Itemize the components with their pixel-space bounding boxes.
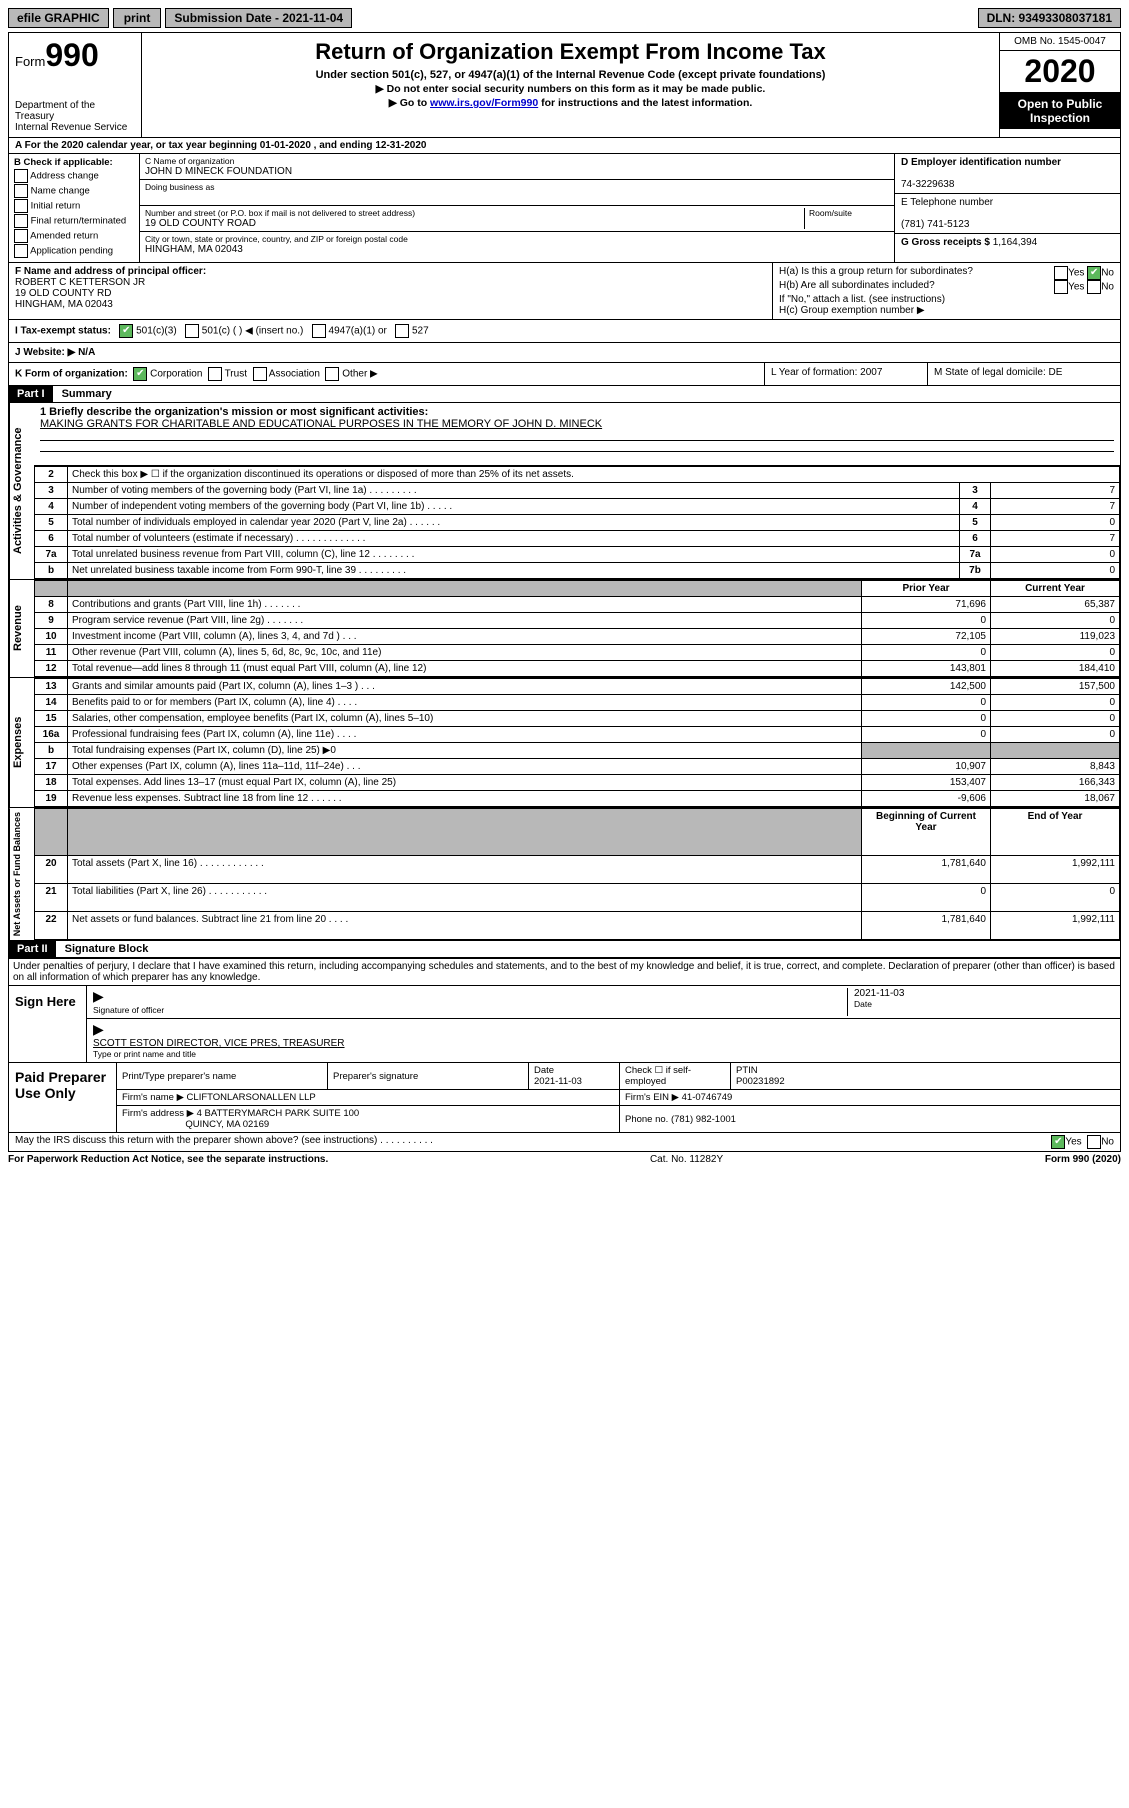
org-name: JOHN D MINECK FOUNDATION [145,166,889,177]
form-title: Return of Organization Exempt From Incom… [148,39,993,65]
firm-addr1: 4 BATTERYMARCH PARK SUITE 100 [197,1108,360,1119]
chk-amended[interactable]: Amended return [14,229,134,243]
city-label: City or town, state or province, country… [145,234,889,244]
governance-table: 2Check this box ▶ ☐ if the organization … [34,466,1120,579]
page-footer: For Paperwork Reduction Act Notice, see … [8,1152,1121,1167]
print-button[interactable]: print [113,8,162,28]
form-word: Form [15,54,45,69]
efile-label: efile GRAPHIC [8,8,109,28]
city-value: HINGHAM, MA 02043 [145,244,889,255]
paperwork-notice: For Paperwork Reduction Act Notice, see … [8,1154,328,1165]
ein-label: D Employer identification number [901,157,1061,168]
mission-label: 1 Briefly describe the organization's mi… [40,406,428,418]
part1-title: Summary [56,388,112,400]
chk-initial[interactable]: Initial return [14,199,134,213]
officer-street: 19 OLD COUNTY RD [15,288,112,299]
omb-number: OMB No. 1545-0047 [1000,33,1120,51]
sign-block: Sign Here ▶Signature of officer 2021-11-… [8,986,1121,1063]
room-label: Room/suite [809,208,889,218]
hc-label: H(c) Group exemption number ▶ [779,305,1114,316]
ssn-warning: ▶ Do not enter social security numbers o… [148,83,993,95]
row-i: I Tax-exempt status: ✔ 501(c)(3) 501(c) … [9,319,1120,342]
row-k: K Form of organization: ✔ Corporation Tr… [9,362,1120,385]
officer-city: HINGHAM, MA 02043 [15,299,113,310]
box-f: F Name and address of principal officer:… [9,263,773,319]
ein-value: 74-3229638 [901,179,954,190]
part1-tag: Part I [9,386,53,402]
part2-title: Signature Block [59,943,149,955]
firm-name: CLIFTONLARSONALLEN LLP [187,1092,316,1103]
goto-line: ▶ Go to www.irs.gov/Form990 for instruct… [148,97,993,109]
revenue-table: Prior YearCurrent Year8Contributions and… [34,580,1120,677]
top-toolbar: efile GRAPHIC print Submission Date - 20… [8,8,1121,28]
expenses-table: 13Grants and similar amounts paid (Part … [34,678,1120,807]
form-title-box: Return of Organization Exempt From Incom… [142,33,999,137]
street-label: Number and street (or P.O. box if mail i… [145,208,804,218]
form-container: Form990 Department of the Treasury Inter… [8,32,1121,986]
phone-label: E Telephone number [901,197,993,208]
gross-value: 1,164,394 [993,237,1038,248]
sign-here-label: Sign Here [9,986,87,1062]
firm-phone: (781) 982-1001 [671,1114,736,1125]
firm-ein: 41-0746749 [682,1092,733,1103]
tax-year: 2020 [1000,51,1120,93]
box-h: H(a) Is this a group return for subordin… [773,263,1120,319]
form-subtitle: Under section 501(c), 527, or 4947(a)(1)… [148,69,993,81]
form-id-box: Form990 Department of the Treasury Inter… [9,33,142,137]
firm-addr2: QUINCY, MA 02169 [185,1119,269,1130]
year-box: OMB No. 1545-0047 2020 Open to Public In… [999,33,1120,137]
street-value: 19 OLD COUNTY ROAD [145,218,804,229]
dln-label: DLN: 93493308037181 [978,8,1121,28]
org-name-label: C Name of organization [145,156,889,166]
box-d: D Employer identification number 74-3229… [895,154,1120,262]
submission-date-label: Submission Date - 2021-11-04 [165,8,352,28]
row-j: J Website: ▶ N/A [9,342,1120,362]
ha-label: H(a) Is this a group return for subordin… [779,266,1054,280]
open-public-badge: Open to Public Inspection [1000,93,1120,129]
ptin: P00231892 [736,1076,785,1087]
year-formation: L Year of formation: 2007 [764,363,927,385]
mission-text: MAKING GRANTS FOR CHARITABLE AND EDUCATI… [40,418,602,430]
part2-tag: Part II [9,941,56,957]
box-c: C Name of organization JOHN D MINECK FOU… [140,154,895,262]
irs-discuss-row: May the IRS discuss this return with the… [8,1133,1121,1152]
side-rev: Revenue [9,580,34,677]
box-b: B Check if applicable: Address change Na… [9,154,140,262]
side-ag: Activities & Governance [9,403,34,579]
phone-value: (781) 741-5123 [901,219,969,230]
box-b-title: B Check if applicable: [14,157,113,168]
dept-treasury: Department of the Treasury [15,100,135,122]
chk-name[interactable]: Name change [14,184,134,198]
dba-label: Doing business as [145,182,889,192]
paid-label: Paid Preparer Use Only [9,1063,117,1132]
penalties-text: Under penalties of perjury, I declare th… [9,958,1120,985]
signer-name: SCOTT ESTON DIRECTOR, VICE PRES, TREASUR… [93,1038,345,1049]
row-a-period: A For the 2020 calendar year, or tax yea… [9,138,1120,154]
officer-name: ROBERT C KETTERSON JR [15,277,145,288]
form-ref: Form 990 (2020) [1045,1154,1121,1165]
form-number: 990 [45,37,98,73]
paid-preparer-block: Paid Preparer Use Only Print/Type prepar… [8,1063,1121,1133]
irs-link[interactable]: www.irs.gov/Form990 [430,97,538,109]
hb-label: H(b) Are all subordinates included? [779,280,1054,294]
chk-pending[interactable]: Application pending [14,244,134,258]
cat-no: Cat. No. 11282Y [328,1154,1045,1165]
gross-label: G Gross receipts $ [901,237,990,248]
state-domicile: M State of legal domicile: DE [927,363,1120,385]
side-net: Net Assets or Fund Balances [9,808,34,940]
officer-label: F Name and address of principal officer: [15,266,206,277]
hb-note: If "No," attach a list. (see instruction… [779,294,1114,305]
side-exp: Expenses [9,678,34,807]
chk-final[interactable]: Final return/terminated [14,214,134,228]
net-assets-table: Beginning of Current YearEnd of Year20To… [34,808,1120,940]
chk-address[interactable]: Address change [14,169,134,183]
irs-label: Internal Revenue Service [15,122,135,133]
